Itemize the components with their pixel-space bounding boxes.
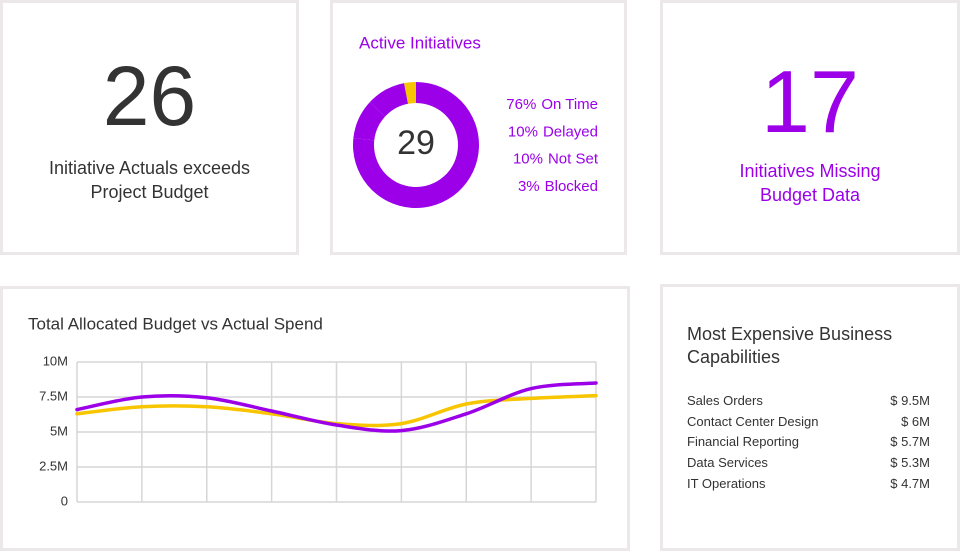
table-row: Data Services $ 5.3M (687, 455, 930, 476)
capability: Financial Reporting (687, 434, 800, 450)
cost: $ 6M (901, 413, 930, 429)
table-row: Financial Reporting $ 5.7M (687, 434, 930, 455)
legend-entry: 3% Blocked (518, 178, 598, 195)
legend-label: Not Set (548, 151, 599, 168)
donut-segment (353, 82, 479, 208)
y-tick-label: 0 (61, 493, 68, 508)
cost: $ 9.5M (890, 393, 930, 408)
kpi-value: 17 (761, 52, 859, 151)
donut-total: 29 (397, 124, 435, 162)
legend-label: Blocked (545, 178, 598, 195)
cost: $ 4.7M (890, 475, 930, 491)
kpi-label: Initiatives Missing Budget Data (739, 161, 881, 205)
legend-value: 76% (506, 96, 536, 113)
kpi-value: 26 (102, 49, 197, 143)
capability: Contact Center Design (687, 413, 819, 429)
y-tick-label: 7.5M (39, 388, 68, 403)
donut-segment (404, 82, 416, 104)
kpi-card: 26 Initiative Actuals exceeds Project Bu… (0, 0, 299, 255)
table: Sales Orders $ 9.5M Contact Center Design $… (687, 393, 930, 496)
line-card (0, 286, 630, 551)
legend-value: 10% (508, 123, 538, 140)
chart-title: Total Allocated Budget vs Actual Spend (28, 314, 323, 333)
capability: IT Operations (687, 475, 766, 491)
table-row: Sales Orders $ 9.5M (687, 393, 930, 414)
donut-segment (369, 83, 409, 117)
cost: $ 5.3M (890, 455, 930, 471)
table-row: IT Operations $ 4.7M (687, 476, 930, 497)
legend-value: 10% (513, 151, 543, 168)
donut-segment (353, 102, 386, 141)
table-card: Most Expensive Business Capabilities Sal… (660, 284, 960, 551)
y-tick-label: 5M (50, 423, 68, 438)
y-tick-label: 10M (43, 353, 68, 368)
y-tick-label: 2.5M (39, 458, 68, 473)
kpi-label: Initiative Actuals exceeds Project Budge… (48, 158, 251, 202)
table-row: Contact Center Design $ 6M (687, 414, 930, 435)
chart-title: Active Initiatives (359, 33, 481, 52)
capability: Sales Orders (687, 393, 763, 408)
capability: Data Services (687, 455, 768, 471)
table-title: Most Expensive Business Capabilities (687, 324, 893, 367)
legend-entry: 10% Delayed (508, 123, 598, 140)
legend-entry: 10% Not Set (513, 151, 599, 168)
legend-value: 3% (518, 178, 540, 195)
cost: $ 5.7M (890, 434, 930, 450)
donut-card (330, 0, 627, 255)
legend-entry: 76% On Time (506, 96, 598, 113)
kpi-card: 17 Initiatives Missing Budget Data (660, 0, 960, 255)
legend-label: On Time (541, 96, 598, 113)
legend-label: Delayed (543, 123, 598, 140)
line-series (75, 381, 598, 433)
